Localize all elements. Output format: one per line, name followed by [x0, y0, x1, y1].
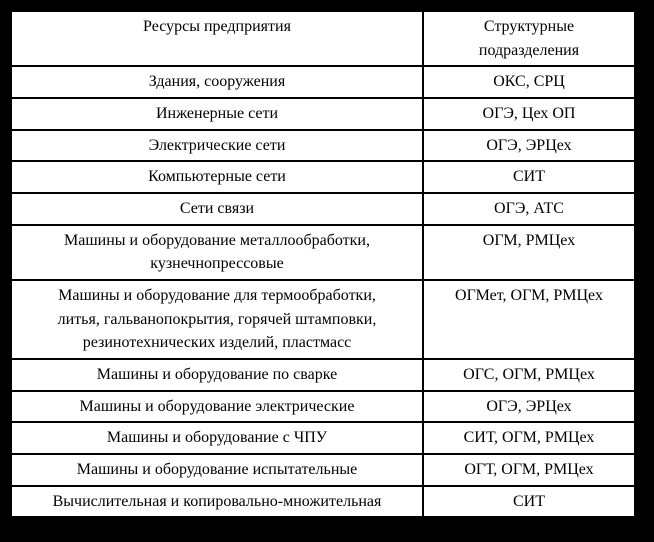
resource-cell: Инженерные сети	[10, 97, 424, 131]
table-row: Электрические сети ОГЭ, ЭРЦех	[10, 128, 636, 163]
table-row: Вычислительная и копировально-множительн…	[10, 484, 636, 519]
resource-cell: Здания, сооружения	[10, 65, 424, 100]
resource-cell: Машины и оборудование по сварке	[10, 358, 424, 392]
table-row: Машины и оборудование металлообработки, …	[10, 223, 636, 282]
table-row: Машины и оборудование для термообработки…	[10, 279, 636, 361]
departments-cell: ОГТ, ОГМ, РМЦех	[422, 453, 636, 487]
departments-cell: СИТ, ОГМ, РМЦех	[422, 421, 636, 456]
departments-cell: ОГС, ОГМ, РМЦех	[422, 358, 636, 392]
table-row: Инженерные сети ОГЭ, Цех ОП	[10, 97, 636, 131]
resources-departments-table: Ресурсы предприятия Структурные подразде…	[10, 9, 636, 519]
resource-cell: Машины и оборудование испытательные	[10, 453, 424, 487]
departments-cell: ОГЭ, АТС	[422, 192, 636, 226]
table-row: Сети связи ОГЭ, АТС	[10, 192, 636, 226]
departments-cell: ОГМет, ОГМ, РМЦех	[422, 279, 636, 361]
departments-cell: СИТ	[422, 160, 636, 195]
table-row: Компьютерные сети СИТ	[10, 160, 636, 195]
departments-cell: ОГЭ, Цех ОП	[422, 97, 636, 131]
departments-cell: ОГМ, РМЦех	[422, 223, 636, 282]
resource-cell: Машины и оборудование для термообработки…	[10, 279, 424, 361]
table-row: Машины и оборудование электрические ОГЭ,…	[10, 389, 636, 424]
resource-cell: Машины и оборудование с ЧПУ	[10, 421, 424, 456]
departments-cell: СИТ	[422, 484, 636, 519]
resource-cell: Компьютерные сети	[10, 160, 424, 195]
column-header-resources: Ресурсы предприятия	[10, 9, 424, 68]
resource-cell: Электрические сети	[10, 128, 424, 163]
table-row: Здания, сооружения ОКС, СРЦ	[10, 65, 636, 100]
resource-cell: Машины и оборудование металлообработки, …	[10, 223, 424, 282]
table-header-row: Ресурсы предприятия Структурные подразде…	[10, 9, 636, 68]
column-header-departments: Структурные подразделения	[422, 9, 636, 68]
table-row: Машины и оборудование с ЧПУ СИТ, ОГМ, РМ…	[10, 421, 636, 456]
departments-cell: ОГЭ, ЭРЦех	[422, 389, 636, 424]
resource-cell: Сети связи	[10, 192, 424, 226]
resource-cell: Машины и оборудование электрические	[10, 389, 424, 424]
departments-cell: ОКС, СРЦ	[422, 65, 636, 100]
table-row: Машины и оборудование по сварке ОГС, ОГМ…	[10, 358, 636, 392]
departments-cell: ОГЭ, ЭРЦех	[422, 128, 636, 163]
table-row: Машины и оборудование испытательные ОГТ,…	[10, 453, 636, 487]
resource-cell: Вычислительная и копировально-множительн…	[10, 484, 424, 519]
